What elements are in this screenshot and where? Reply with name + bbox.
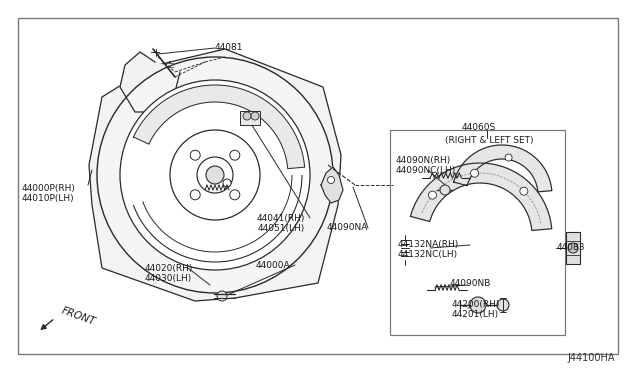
Circle shape <box>470 297 486 313</box>
Text: 44090NC(LH): 44090NC(LH) <box>396 166 456 174</box>
Circle shape <box>243 112 251 120</box>
Circle shape <box>470 169 479 177</box>
Circle shape <box>520 187 528 195</box>
Text: 44132NC(LH): 44132NC(LH) <box>398 250 458 260</box>
Text: J44100HA: J44100HA <box>568 353 615 363</box>
Circle shape <box>206 166 224 184</box>
Circle shape <box>97 57 333 293</box>
Text: 44060S: 44060S <box>462 124 496 132</box>
Polygon shape <box>454 145 552 192</box>
Text: (RIGHT & LEFT SET): (RIGHT & LEFT SET) <box>445 135 534 144</box>
Text: 44201(LH): 44201(LH) <box>452 311 499 320</box>
Text: 44200(RH): 44200(RH) <box>452 301 500 310</box>
Text: 44083: 44083 <box>557 244 586 253</box>
Bar <box>240 111 260 125</box>
Text: 44090NA: 44090NA <box>326 224 368 232</box>
Circle shape <box>440 185 450 195</box>
Text: 44090N(RH): 44090N(RH) <box>396 155 451 164</box>
Text: 44030(LH): 44030(LH) <box>145 273 192 282</box>
Text: 44010P(LH): 44010P(LH) <box>22 193 75 202</box>
Circle shape <box>429 191 436 199</box>
Bar <box>390 130 565 335</box>
Text: 44000A: 44000A <box>255 260 290 269</box>
Circle shape <box>251 112 259 120</box>
Polygon shape <box>89 49 341 301</box>
Circle shape <box>230 150 240 160</box>
Circle shape <box>190 190 200 200</box>
Circle shape <box>197 157 233 193</box>
Circle shape <box>190 150 200 160</box>
Text: 44041(RH): 44041(RH) <box>257 214 305 222</box>
Circle shape <box>170 130 260 220</box>
Text: FRONT: FRONT <box>60 305 97 327</box>
Circle shape <box>328 176 335 183</box>
Polygon shape <box>410 163 552 231</box>
Polygon shape <box>133 85 305 169</box>
Circle shape <box>497 299 509 311</box>
Text: 44132NA(RH): 44132NA(RH) <box>398 241 460 250</box>
Text: 44000P(RH): 44000P(RH) <box>22 183 76 192</box>
Circle shape <box>505 154 512 161</box>
Circle shape <box>568 243 578 253</box>
Bar <box>566 232 580 264</box>
Circle shape <box>217 291 227 301</box>
Text: 44090NB: 44090NB <box>450 279 492 288</box>
Circle shape <box>223 179 231 187</box>
Text: 44081: 44081 <box>215 42 243 51</box>
Text: 44051(LH): 44051(LH) <box>258 224 305 232</box>
Polygon shape <box>321 167 343 203</box>
Circle shape <box>120 80 310 270</box>
Circle shape <box>230 190 240 200</box>
Text: 44020(RH): 44020(RH) <box>145 263 193 273</box>
Polygon shape <box>120 52 180 112</box>
